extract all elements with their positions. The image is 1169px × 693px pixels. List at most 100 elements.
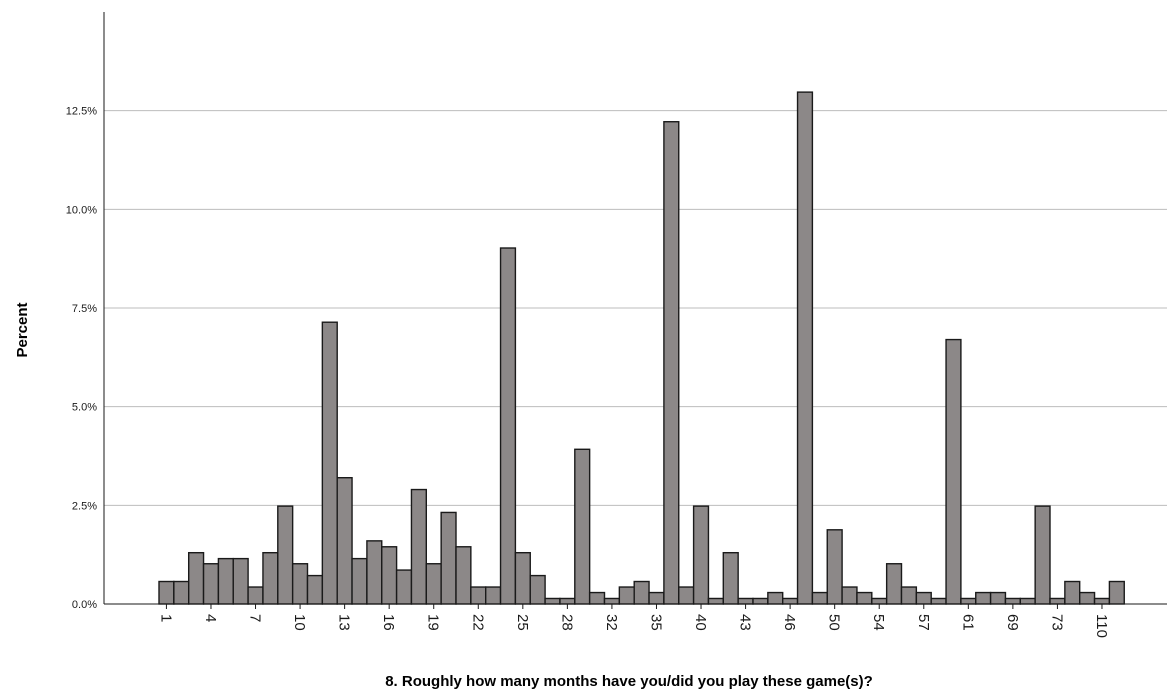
x-tick-label: 32 xyxy=(603,614,620,631)
y-tick-label: 0.0% xyxy=(72,599,97,611)
x-tick-label: 54 xyxy=(870,614,887,631)
bar xyxy=(262,551,279,605)
bar xyxy=(173,580,190,605)
y-tick-label: 10.0% xyxy=(66,204,97,216)
bar xyxy=(1064,580,1081,605)
bar xyxy=(1093,597,1111,605)
x-tick-labels: 1 4 7 10 13 16 19 22 25 28 32 35 40 43 46 50 54 57 61 69 73 1… xyxy=(157,604,1110,638)
bar xyxy=(796,91,814,605)
gridlines xyxy=(104,110,1167,506)
bar xyxy=(900,586,918,605)
x-tick-label: 25 xyxy=(514,614,531,631)
y-tick-label: 5.0% xyxy=(72,402,97,414)
bar xyxy=(930,597,947,605)
x-tick-label: 1 xyxy=(157,614,174,622)
bar xyxy=(722,551,739,605)
x-tick-label: 57 xyxy=(915,614,932,631)
bar xyxy=(514,551,531,605)
bar xyxy=(291,563,309,605)
x-tick-label: 40 xyxy=(692,614,709,631)
bar xyxy=(648,591,665,605)
bar xyxy=(633,580,650,605)
bar xyxy=(1078,591,1096,605)
bar xyxy=(499,247,517,605)
bar xyxy=(366,540,383,605)
x-tick-label: 110 xyxy=(1093,614,1110,638)
bar xyxy=(187,551,205,605)
bar xyxy=(841,586,858,605)
x-tick-label: 46 xyxy=(781,614,798,631)
bar xyxy=(1019,597,1036,605)
bar xyxy=(485,586,502,605)
bar xyxy=(559,597,576,605)
bar xyxy=(618,586,635,605)
bar xyxy=(737,597,754,605)
x-tick-label: 73 xyxy=(1048,614,1065,631)
bar xyxy=(588,591,606,605)
bar xyxy=(247,586,264,605)
x-tick-label: 7 xyxy=(247,614,264,622)
x-tick-label: 69 xyxy=(1004,614,1021,631)
y-tick-labels: 0.0% 2.5% 5.0% 7.5% 10.0% 12.5% xyxy=(66,106,97,611)
bar xyxy=(529,574,546,605)
bar xyxy=(960,597,977,605)
bar xyxy=(915,591,932,605)
bar xyxy=(351,557,368,605)
y-tick-label: 12.5% xyxy=(66,106,97,118)
bar xyxy=(856,591,873,605)
bar xyxy=(678,586,695,605)
bar xyxy=(277,505,294,605)
bar xyxy=(1034,505,1051,605)
x-axis-title: 8. Roughly how many months have you/did … xyxy=(385,673,873,690)
x-tick-label: 13 xyxy=(336,614,353,631)
bar xyxy=(232,557,249,605)
bar xyxy=(544,597,561,605)
bar xyxy=(885,563,903,605)
x-tick-label: 61 xyxy=(959,614,976,631)
bar xyxy=(410,488,428,605)
y-axis-title: Percent xyxy=(14,302,31,357)
bar xyxy=(321,321,338,605)
bar xyxy=(975,591,992,605)
x-tick-label: 19 xyxy=(425,614,442,631)
x-tick-label: 10 xyxy=(291,614,308,631)
x-tick-label: 22 xyxy=(469,614,486,631)
bar xyxy=(871,597,888,605)
bars xyxy=(158,91,1125,605)
bar xyxy=(470,586,487,605)
x-tick-label: 35 xyxy=(647,614,664,631)
bar xyxy=(1004,597,1022,605)
x-tick-label: 50 xyxy=(826,614,843,631)
bar xyxy=(1049,597,1066,605)
x-tick-label: 28 xyxy=(558,614,575,631)
bar xyxy=(306,574,324,605)
bar xyxy=(1108,580,1125,605)
bar xyxy=(455,546,472,605)
bar xyxy=(603,597,621,605)
bar xyxy=(782,597,799,605)
bar xyxy=(989,591,1007,605)
bar xyxy=(381,546,398,605)
x-tick-label: 16 xyxy=(380,614,397,631)
bar xyxy=(202,563,220,605)
y-tick-label: 2.5% xyxy=(72,500,97,512)
bar xyxy=(945,338,962,605)
y-tick-label: 7.5% xyxy=(72,303,97,315)
bar xyxy=(767,591,784,605)
bar xyxy=(217,557,234,605)
bar xyxy=(826,529,843,605)
bar xyxy=(692,505,710,605)
bar xyxy=(707,597,725,605)
x-tick-label: 43 xyxy=(737,614,754,631)
bar xyxy=(158,580,175,605)
bar xyxy=(336,477,353,605)
x-tick-label: 4 xyxy=(202,614,219,622)
bar xyxy=(395,569,413,605)
bar xyxy=(440,511,457,605)
bar xyxy=(425,563,442,605)
bar xyxy=(574,448,591,605)
bar xyxy=(663,121,680,605)
bar xyxy=(752,597,769,605)
bar xyxy=(811,591,828,605)
